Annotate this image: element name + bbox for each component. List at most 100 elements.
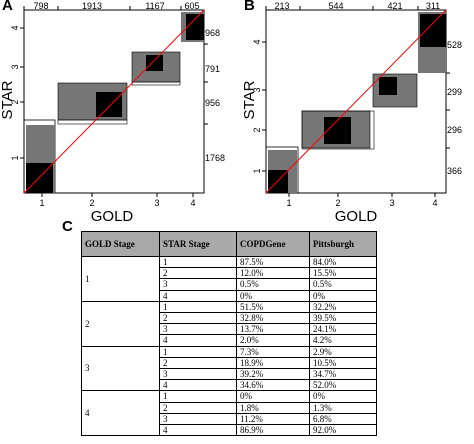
star-stage-cell: 3 [159,278,237,291]
star-stage-cell: 1 [159,300,237,314]
header-copdgene: COPDGene [236,231,310,257]
pittsburgh-cell: 6.8% [309,412,377,426]
table-row: 3 0.5% 0.5% [82,278,377,291]
stage-comparison-table-wrap: GOLD Stage STAR Stage COPDGene Pittsburg… [81,231,377,437]
copdgene-cell: 0.5% [236,278,310,291]
star-stage-cell: 3 [159,412,237,426]
star-stage-cell: 1 [159,390,237,403]
right-count-b-4: 528 [447,40,462,50]
cell-b-g2-s2-core [324,117,351,144]
table-row: 3 11.2% 6.8% [82,412,377,426]
star-stage-cell: 4 [159,334,237,347]
y-tick-b-4: 4 [252,39,262,44]
table-row: 2 1 51.5% 32.2% [81,300,377,347]
y-axis-label-a: STAR [0,80,16,119]
pittsburgh-cell: 0% [309,390,377,403]
cell-b-g4-s4-core [420,14,446,47]
mosaic-plot-b: 213 544 421 311 528 299 296 366 1 2 3 4 … [242,1,462,222]
table-row: 2 1.8% 1.3% [82,401,377,414]
table-row: 4 34.6% 52.0% [82,379,377,392]
star-stage-cell: 4 [159,379,237,392]
top-count-b-2: 544 [328,1,343,11]
table-row: 2 18.9% 10.5% [82,356,377,370]
top-count-b-3: 421 [387,1,402,11]
y-tick-a-4: 4 [10,25,20,30]
table-row: 4 2.0% 4.2% [82,334,377,347]
pittsburgh-cell: 1.3% [309,401,377,414]
header-gold-stage: GOLD Stage [81,231,160,257]
copdgene-cell: 39.2% [236,368,310,381]
pittsburgh-cell: 4.2% [309,334,377,347]
right-count-a-2: 956 [205,98,220,108]
gold-stage-cell: 3 [81,345,160,392]
mosaic-plot-a: 798 1913 1167 605 968 791 956 1768 1 2 3… [0,1,225,222]
right-count-b-1: 366 [447,166,462,176]
table-body: 1 1 87.5% 84.0% 2 12.0% 15.5% 3 0.5% 0.5% 4 0% 0% 2 1 5… [81,255,377,437]
diagonal-line-b [265,9,447,194]
copdgene-cell: 0% [236,390,310,403]
right-count-a-4: 968 [205,28,220,38]
table-row: 4 86.9% 92.0% [82,424,377,437]
mosaic-cells-b [265,12,447,194]
table-row: 4 0% 0% [82,289,377,302]
top-count-a-3: 1167 [145,1,164,11]
copdgene-cell: 18.9% [236,356,310,370]
table-row: 3 39.2% 34.7% [82,368,377,381]
cell-b-g3-s3-core [379,77,397,95]
x-tick-a-3: 3 [154,198,159,208]
star-stage-cell: 2 [159,267,237,280]
x-tick-b-3: 3 [389,198,394,208]
copdgene-cell: 34.6% [236,379,310,392]
top-count-a-2: 1913 [82,1,102,11]
x-tick-b-4: 4 [432,198,437,208]
x-axis-label-a: GOLD [91,208,134,222]
table-row: 4 1 0% 0% [81,390,377,437]
gold-stage-cell: 2 [81,300,160,347]
cell-b-g2-outline [301,110,375,150]
star-stage-cell: 3 [159,368,237,381]
top-count-a-1: 798 [33,1,48,11]
pittsburgh-cell: 24.1% [309,323,377,336]
panel-letter-c: C [62,218,73,235]
star-stage-cell: 3 [159,323,237,336]
y-tick-a-2: 2 [10,99,20,104]
copdgene-cell: 12.0% [236,267,310,280]
top-count-b-4: 311 [426,1,440,11]
copdgene-cell: 11.2% [236,412,310,426]
table-header-row: GOLD Stage STAR Stage COPDGene Pittsburg… [81,231,377,257]
copdgene-cell: 86.9% [236,424,310,437]
diagonal-line-a [23,9,205,194]
copdgene-cell: 87.5% [236,255,310,269]
panel-letter-a: A [2,0,13,14]
table-row: 1 1 87.5% 84.0% [81,255,377,302]
copdgene-cell: 13.7% [236,323,310,336]
right-count-a-1: 1768 [205,153,225,163]
x-tick-a-2: 2 [89,198,94,208]
top-count-a-4: 605 [184,1,199,11]
star-stage-cell: 1 [159,255,237,269]
table-row: 2 32.8% 39.5% [82,312,377,325]
top-count-b-1: 213 [274,1,289,11]
x-tick-b-2: 2 [335,198,340,208]
x-tick-a-1: 1 [39,198,44,208]
panel-letter-b: B [244,0,255,14]
x-tick-a-4: 4 [190,198,195,208]
star-stage-cell: 4 [159,289,237,302]
copdgene-cell: 0% [236,289,310,302]
pittsburgh-cell: 39.5% [309,312,377,325]
y-tick-b-2: 2 [252,127,262,132]
table-row: 2 12.0% 15.5% [82,267,377,280]
right-count-b-2: 296 [447,125,462,135]
star-stage-cell: 2 [159,312,237,325]
y-tick-b-3: 3 [252,87,262,92]
y-axis-label-b: STAR [242,80,258,119]
table-row: 3 1 7.3% 2.9% [81,345,377,392]
star-stage-cell: 1 [159,345,237,358]
gold-stage-cell: 4 [81,390,160,437]
pittsburgh-cell: 0% [309,289,377,302]
right-count-a-3: 791 [205,64,220,74]
copdgene-cell: 32.8% [236,312,310,325]
copdgene-cell: 51.5% [236,300,310,314]
star-stage-cell: 2 [159,356,237,370]
pittsburgh-cell: 52.0% [309,379,377,392]
